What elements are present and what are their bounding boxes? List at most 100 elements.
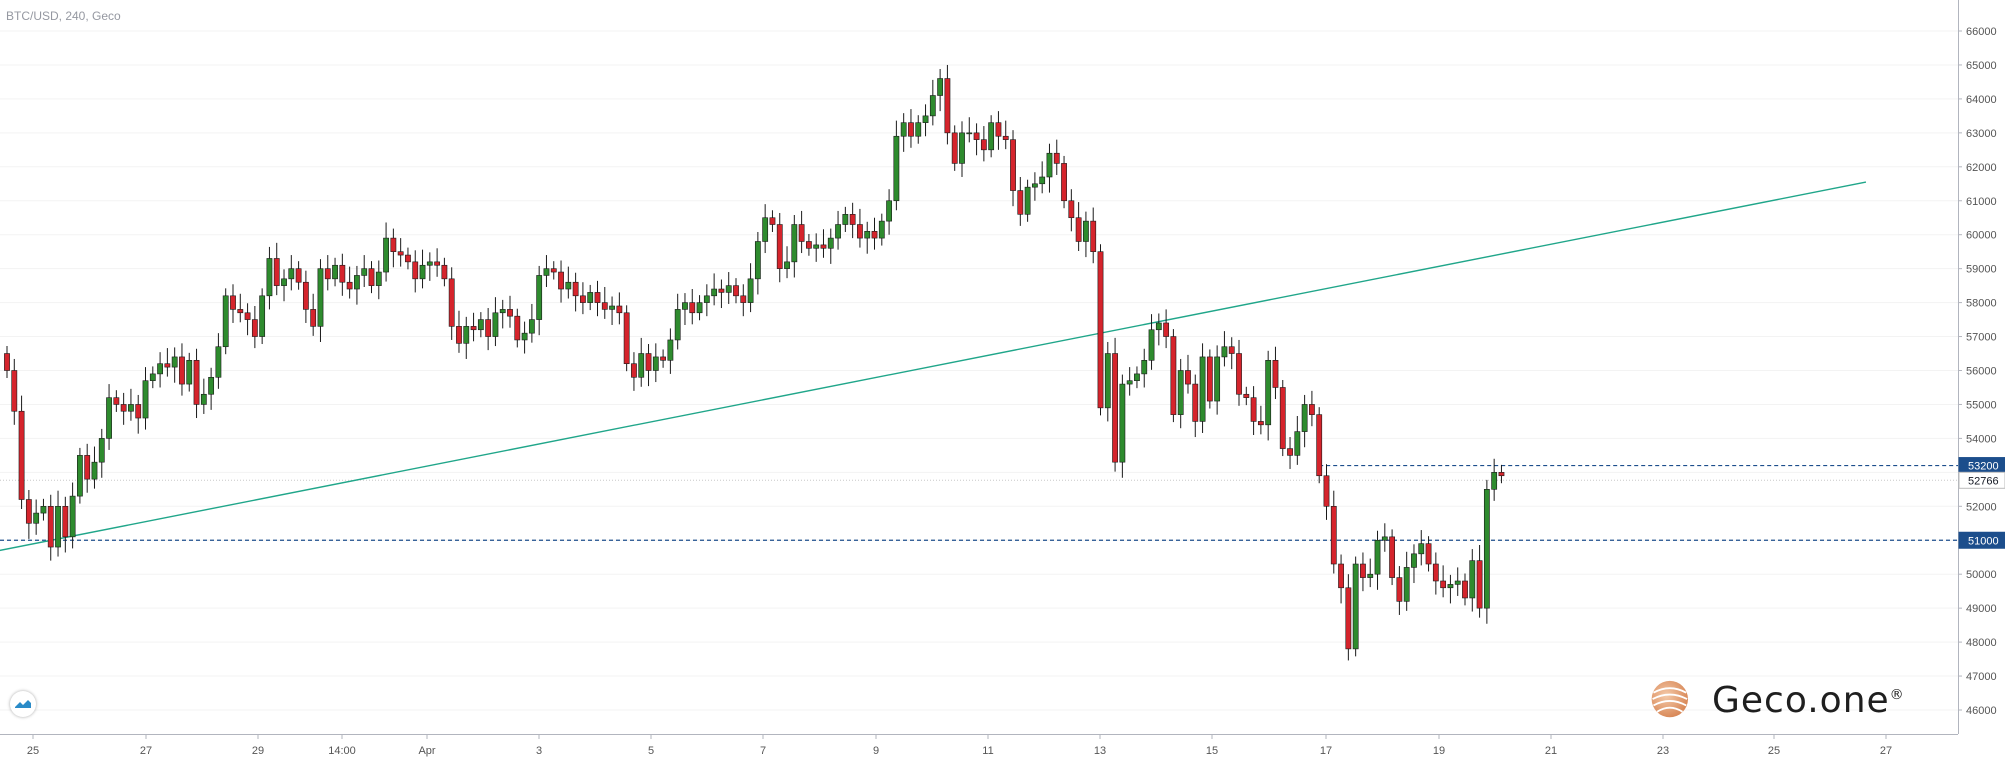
candle[interactable] <box>1287 437 1293 469</box>
candle[interactable] <box>915 115 922 144</box>
candle[interactable] <box>747 263 754 313</box>
candle[interactable] <box>251 305 258 349</box>
candle[interactable] <box>959 121 965 177</box>
candle[interactable] <box>864 221 871 254</box>
candle[interactable] <box>1002 120 1009 150</box>
candle[interactable] <box>565 266 572 299</box>
candle[interactable] <box>1134 366 1140 389</box>
candle[interactable] <box>580 282 586 315</box>
candle[interactable] <box>11 358 18 425</box>
candle[interactable] <box>98 428 105 478</box>
candle[interactable] <box>171 347 178 383</box>
candle[interactable] <box>1469 549 1476 612</box>
candle[interactable] <box>1265 350 1272 441</box>
candle[interactable] <box>62 496 69 553</box>
candle[interactable] <box>820 229 827 258</box>
candle[interactable] <box>324 255 331 291</box>
candle[interactable] <box>40 498 47 521</box>
candle[interactable] <box>660 349 666 368</box>
candle[interactable] <box>1126 367 1133 396</box>
candle[interactable] <box>733 278 739 304</box>
candle[interactable] <box>1257 405 1264 435</box>
candle[interactable] <box>594 280 601 317</box>
candle[interactable] <box>1221 331 1228 367</box>
candle[interactable] <box>186 352 193 392</box>
candle[interactable] <box>886 189 892 235</box>
candle[interactable] <box>638 337 645 387</box>
candle[interactable] <box>835 210 841 250</box>
candle[interactable] <box>1250 386 1257 436</box>
candle[interactable] <box>1163 309 1170 349</box>
candle[interactable] <box>434 248 441 277</box>
candle[interactable] <box>988 115 995 158</box>
candle[interactable] <box>682 293 688 326</box>
candle[interactable] <box>652 343 659 383</box>
candle[interactable] <box>499 299 506 329</box>
candle[interactable] <box>871 217 878 250</box>
candle[interactable] <box>1119 374 1126 478</box>
candle[interactable] <box>857 208 863 248</box>
candle[interactable] <box>1491 458 1498 501</box>
candle[interactable] <box>354 265 360 305</box>
candle[interactable] <box>805 234 812 256</box>
candle[interactable] <box>295 261 302 290</box>
candle[interactable] <box>317 259 324 342</box>
candle[interactable] <box>1104 341 1111 422</box>
candle[interactable] <box>1046 143 1053 193</box>
candle[interactable] <box>995 111 1002 150</box>
candle[interactable] <box>456 310 462 353</box>
candle[interactable] <box>120 392 127 425</box>
candle[interactable] <box>244 303 251 336</box>
candle[interactable] <box>477 312 484 338</box>
candle[interactable] <box>1112 337 1118 472</box>
candle[interactable] <box>361 255 368 287</box>
candle[interactable] <box>1083 211 1089 258</box>
candle[interactable] <box>674 293 681 350</box>
candle[interactable] <box>623 305 630 372</box>
candle[interactable] <box>543 255 550 287</box>
candle[interactable] <box>1279 380 1286 457</box>
candle[interactable] <box>1345 574 1352 661</box>
candle[interactable] <box>1236 339 1242 406</box>
candle[interactable] <box>1367 558 1374 588</box>
candle[interactable] <box>1031 172 1038 201</box>
candle[interactable] <box>849 202 856 239</box>
candle[interactable] <box>69 482 76 549</box>
candle[interactable] <box>601 286 608 319</box>
candle[interactable] <box>951 125 958 171</box>
candle[interactable] <box>441 257 448 287</box>
candle[interactable] <box>77 447 83 504</box>
candle[interactable] <box>703 284 710 317</box>
candle[interactable] <box>368 261 375 294</box>
candle[interactable] <box>1323 464 1330 520</box>
candle[interactable] <box>631 352 637 391</box>
tradingview-logo-icon[interactable] <box>10 691 36 717</box>
candle[interactable] <box>1010 130 1016 207</box>
candle[interactable] <box>827 228 834 264</box>
candle[interactable] <box>346 266 353 299</box>
candle[interactable] <box>200 378 207 414</box>
candle[interactable] <box>514 308 521 348</box>
candle[interactable] <box>1301 394 1308 448</box>
candle[interactable] <box>550 261 557 280</box>
candle[interactable] <box>1294 415 1301 465</box>
candle[interactable] <box>1476 545 1483 618</box>
candle[interactable] <box>485 308 492 351</box>
candle[interactable] <box>1374 530 1381 590</box>
candle[interactable] <box>332 257 338 287</box>
candle[interactable] <box>310 293 317 336</box>
candle[interactable] <box>1389 529 1395 586</box>
candle[interactable] <box>33 499 40 535</box>
candle[interactable] <box>230 284 236 323</box>
candle[interactable] <box>1090 207 1097 264</box>
candle[interactable] <box>1141 348 1148 388</box>
candle[interactable] <box>740 284 747 317</box>
candle[interactable] <box>149 366 156 389</box>
candle[interactable] <box>419 249 426 289</box>
candle[interactable] <box>667 328 674 374</box>
candle[interactable] <box>908 109 914 148</box>
candle[interactable] <box>215 333 222 389</box>
candle[interactable] <box>937 69 944 112</box>
candle[interactable] <box>893 120 900 211</box>
candle[interactable] <box>1483 479 1490 624</box>
